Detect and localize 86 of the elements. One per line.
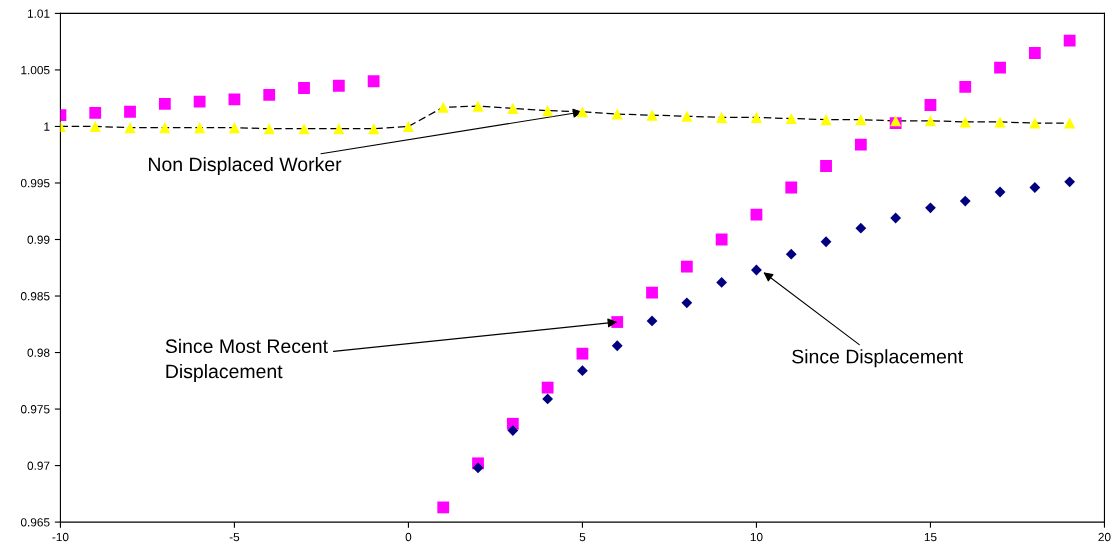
point xyxy=(298,82,310,94)
x-tick-label: 5 xyxy=(579,532,586,542)
y-tick-label: 0.975 xyxy=(20,405,50,414)
point xyxy=(994,61,1006,74)
point xyxy=(681,297,693,309)
y-tick-label: 0.995 xyxy=(20,179,50,188)
annotation: Since Displacement xyxy=(792,349,963,368)
x-tick-label: 15 xyxy=(924,532,937,542)
point xyxy=(854,138,867,151)
point xyxy=(785,248,797,260)
point xyxy=(1029,117,1041,129)
point xyxy=(820,160,832,172)
point xyxy=(576,106,588,118)
point xyxy=(577,365,588,377)
x-tick-label: -5 xyxy=(229,532,240,542)
point xyxy=(542,105,554,117)
point xyxy=(1063,34,1076,47)
point xyxy=(750,111,762,123)
point xyxy=(890,212,902,224)
point xyxy=(298,123,310,135)
point xyxy=(785,181,798,194)
y-tick-label: 0.985 xyxy=(20,292,50,301)
point xyxy=(1064,117,1076,129)
point xyxy=(1028,47,1041,59)
point xyxy=(959,195,971,207)
point xyxy=(785,112,797,125)
y-tick-label: 0.965 xyxy=(20,518,50,527)
point xyxy=(994,116,1006,128)
point xyxy=(263,88,276,101)
point xyxy=(750,208,763,221)
point xyxy=(194,122,206,134)
y-tick-label: 1.005 xyxy=(21,65,50,75)
point xyxy=(611,340,623,352)
point xyxy=(367,75,380,88)
point xyxy=(228,122,240,134)
point xyxy=(507,102,519,114)
point xyxy=(820,114,832,126)
y-tick-label: 1.01 xyxy=(27,9,50,18)
point xyxy=(368,123,380,135)
point xyxy=(472,462,484,474)
x-tick-label: -10 xyxy=(52,532,69,542)
point xyxy=(924,115,936,127)
point xyxy=(994,186,1006,198)
point xyxy=(507,425,519,436)
y-tick-label: 0.98 xyxy=(27,348,50,357)
point xyxy=(159,122,171,134)
x-tick-label: 10 xyxy=(750,532,763,542)
point xyxy=(715,233,728,246)
point xyxy=(124,122,136,134)
point xyxy=(228,93,241,106)
point xyxy=(402,120,414,133)
point xyxy=(716,111,728,123)
point xyxy=(924,99,937,111)
point xyxy=(855,114,867,126)
point xyxy=(820,236,832,248)
point xyxy=(681,110,693,122)
x-tick-label: 0 xyxy=(405,532,412,542)
point xyxy=(541,381,554,394)
point xyxy=(1064,176,1076,188)
y-tick-label: 1 xyxy=(44,122,50,131)
annotation: Since Most Recent Displacement xyxy=(165,338,328,383)
point xyxy=(193,95,206,108)
point xyxy=(576,347,589,360)
point xyxy=(646,109,658,121)
point xyxy=(437,501,450,514)
annotation: Non Displaced Worker xyxy=(149,156,342,176)
point xyxy=(611,108,623,120)
point xyxy=(646,315,658,327)
point xyxy=(124,105,136,118)
point xyxy=(158,97,171,110)
point xyxy=(959,80,972,93)
y-tick-label: 0.97 xyxy=(27,461,50,470)
y-tick-label: 0.99 xyxy=(27,235,50,244)
point xyxy=(925,202,936,214)
x-tick-label: 20 xyxy=(1098,532,1111,542)
point xyxy=(89,120,101,133)
point xyxy=(1029,182,1041,193)
point xyxy=(542,393,554,405)
point xyxy=(716,277,728,288)
point xyxy=(332,79,345,92)
point xyxy=(89,106,102,119)
point xyxy=(646,286,658,299)
point xyxy=(437,101,449,113)
point xyxy=(680,260,693,273)
point xyxy=(855,222,867,234)
point xyxy=(472,100,484,112)
